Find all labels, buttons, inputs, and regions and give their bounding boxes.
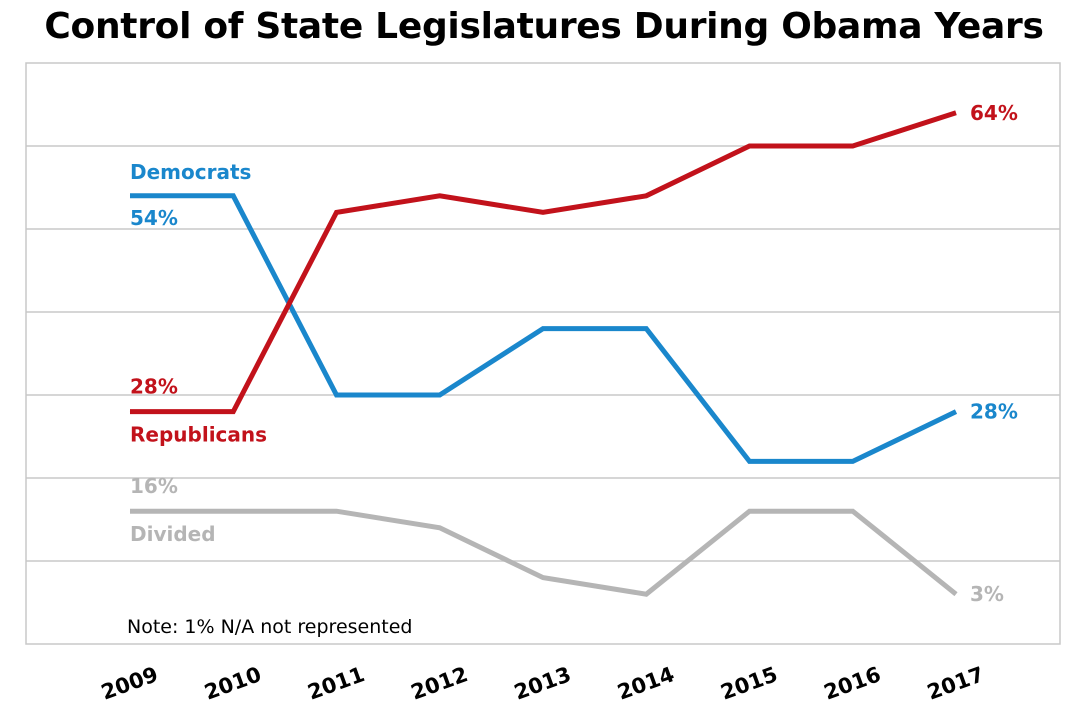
x-tick-2014: 2014 <box>614 662 677 705</box>
series-name-republicans: Republicans <box>130 423 267 447</box>
x-tick-2016: 2016 <box>821 662 884 705</box>
x-tick-2013: 2013 <box>511 662 574 705</box>
start-label-divided: 16% <box>130 474 178 498</box>
series-lines <box>129 110 958 597</box>
series-labels: Divided 16% 3% Democrats 54% 28% Republicans 28… <box>130 101 1018 606</box>
end-label-divided: 3% <box>970 582 1004 606</box>
x-tick-2017: 2017 <box>924 662 987 705</box>
end-label-republicans: 64% <box>970 101 1018 125</box>
x-axis-ticks: 2009 2010 2011 2012 2013 2014 2015 2016 2017 <box>98 662 987 705</box>
x-tick-2011: 2011 <box>305 662 368 705</box>
x-tick-2015: 2015 <box>718 662 781 705</box>
chart-title: Control of State Legislatures During Oba… <box>44 6 1044 47</box>
gridlines <box>26 145 1060 562</box>
end-label-democrats: 28% <box>970 400 1018 424</box>
series-line-republicans <box>130 110 957 415</box>
series-line-divided <box>130 508 958 597</box>
x-tick-2012: 2012 <box>408 662 471 705</box>
series-name-divided: Divided <box>130 522 216 546</box>
chart-note: Note: 1% N/A not represented <box>127 616 412 638</box>
plot-frame <box>25 62 1061 645</box>
start-label-democrats: 54% <box>130 206 178 230</box>
series-name-democrats: Democrats <box>130 160 251 184</box>
x-tick-2010: 2010 <box>201 662 264 705</box>
x-tick-2009: 2009 <box>98 662 161 705</box>
start-label-republicans: 28% <box>130 375 178 399</box>
